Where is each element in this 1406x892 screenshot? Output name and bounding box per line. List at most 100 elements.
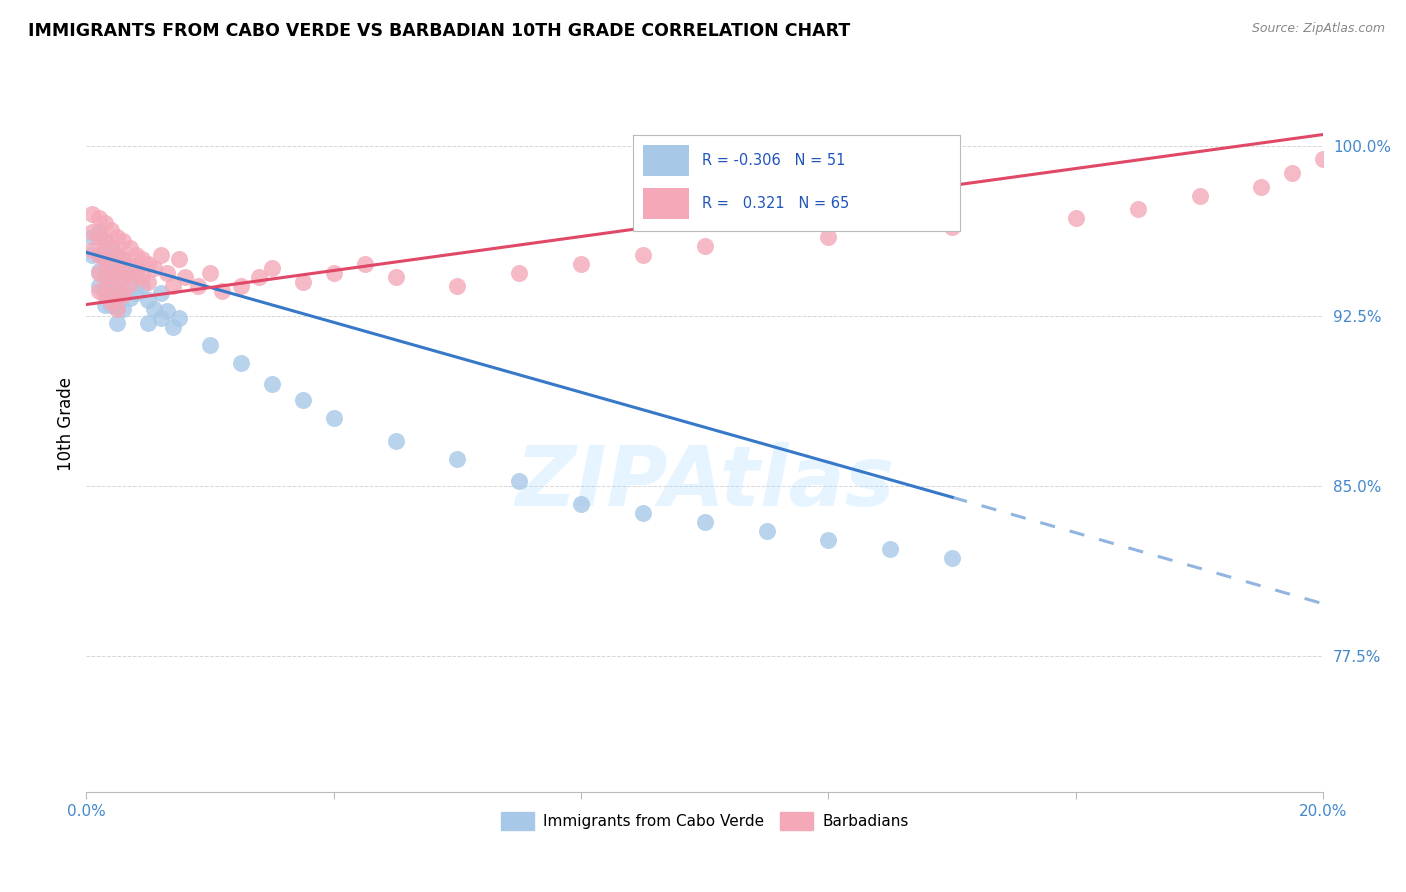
Point (569, 257, 592, 271)
Point (118, 270, 141, 285)
Point (118, 259, 141, 273)
Point (131, 279, 153, 293)
Point (156, 266, 179, 280)
Point (167, 252, 190, 267)
Point (87, 229, 110, 244)
Point (631, 506, 654, 520)
Point (446, 451, 468, 466)
Point (105, 284, 128, 298)
Point (94, 266, 117, 280)
Point (112, 234, 135, 248)
Point (94, 282, 117, 296)
Point (87, 225, 110, 239)
Point (105, 300, 128, 314)
Point (941, 220, 963, 235)
Point (879, 542, 901, 557)
Text: ZIPAtlas: ZIPAtlas (515, 442, 894, 523)
Point (100, 277, 122, 292)
Point (198, 338, 221, 352)
Point (100, 261, 122, 276)
Y-axis label: 10th Grade: 10th Grade (58, 376, 75, 471)
Point (87, 247, 110, 261)
Point (149, 247, 172, 261)
Point (229, 356, 252, 370)
Point (105, 266, 128, 280)
Point (118, 241, 141, 255)
Text: Source: ZipAtlas.com: Source: ZipAtlas.com (1251, 22, 1385, 36)
Point (817, 229, 839, 244)
Point (1281, 166, 1303, 180)
Point (174, 270, 197, 285)
Point (82, 243, 104, 257)
Text: R = -0.306   N = 51: R = -0.306 N = 51 (702, 153, 845, 168)
Point (125, 247, 148, 261)
Point (260, 376, 283, 391)
Point (112, 288, 135, 302)
Point (162, 320, 184, 334)
Point (941, 551, 963, 566)
Point (143, 301, 166, 316)
Point (1064, 211, 1087, 226)
Point (693, 515, 716, 529)
Point (291, 392, 314, 407)
Point (229, 279, 252, 293)
Point (125, 286, 148, 301)
Point (817, 533, 839, 548)
Point (112, 301, 135, 316)
Point (100, 243, 122, 257)
Point (100, 241, 122, 255)
Point (87, 266, 110, 280)
Point (143, 261, 166, 276)
Point (136, 316, 159, 330)
Point (87, 263, 110, 277)
Point (131, 270, 153, 285)
Point (384, 270, 406, 285)
Point (162, 279, 184, 293)
Point (82, 247, 104, 261)
Point (755, 524, 778, 539)
Point (136, 293, 159, 307)
Point (105, 247, 128, 261)
Point (353, 257, 375, 271)
Point (100, 223, 122, 237)
Point (118, 291, 141, 305)
Point (384, 434, 406, 448)
Point (131, 252, 153, 267)
Point (105, 316, 128, 330)
Point (87, 284, 110, 298)
Point (94, 234, 117, 248)
Point (82, 229, 104, 244)
Point (100, 259, 122, 273)
Point (94, 252, 117, 267)
Point (198, 266, 221, 280)
Point (260, 261, 283, 276)
Point (136, 275, 159, 289)
Point (105, 229, 128, 244)
Point (118, 277, 141, 292)
Point (100, 279, 122, 293)
Point (105, 266, 128, 280)
Point (508, 266, 530, 280)
Point (94, 270, 117, 285)
Point (82, 207, 104, 221)
Point (112, 257, 135, 271)
Legend: Immigrants from Cabo Verde, Barbadians: Immigrants from Cabo Verde, Barbadians (495, 806, 915, 836)
Point (1188, 188, 1211, 202)
Text: R =   0.321   N = 65: R = 0.321 N = 65 (702, 196, 849, 211)
Point (94, 234, 117, 248)
Point (100, 295, 122, 310)
Point (105, 247, 128, 261)
Point (82, 225, 104, 239)
Point (211, 284, 233, 298)
Point (1250, 179, 1272, 194)
Point (87, 247, 110, 261)
Point (631, 247, 654, 261)
Point (112, 279, 135, 293)
Point (156, 304, 179, 318)
Point (125, 261, 148, 276)
Point (187, 279, 209, 293)
Point (322, 266, 344, 280)
Point (94, 297, 117, 311)
Point (569, 497, 592, 511)
Bar (643, 145, 689, 176)
